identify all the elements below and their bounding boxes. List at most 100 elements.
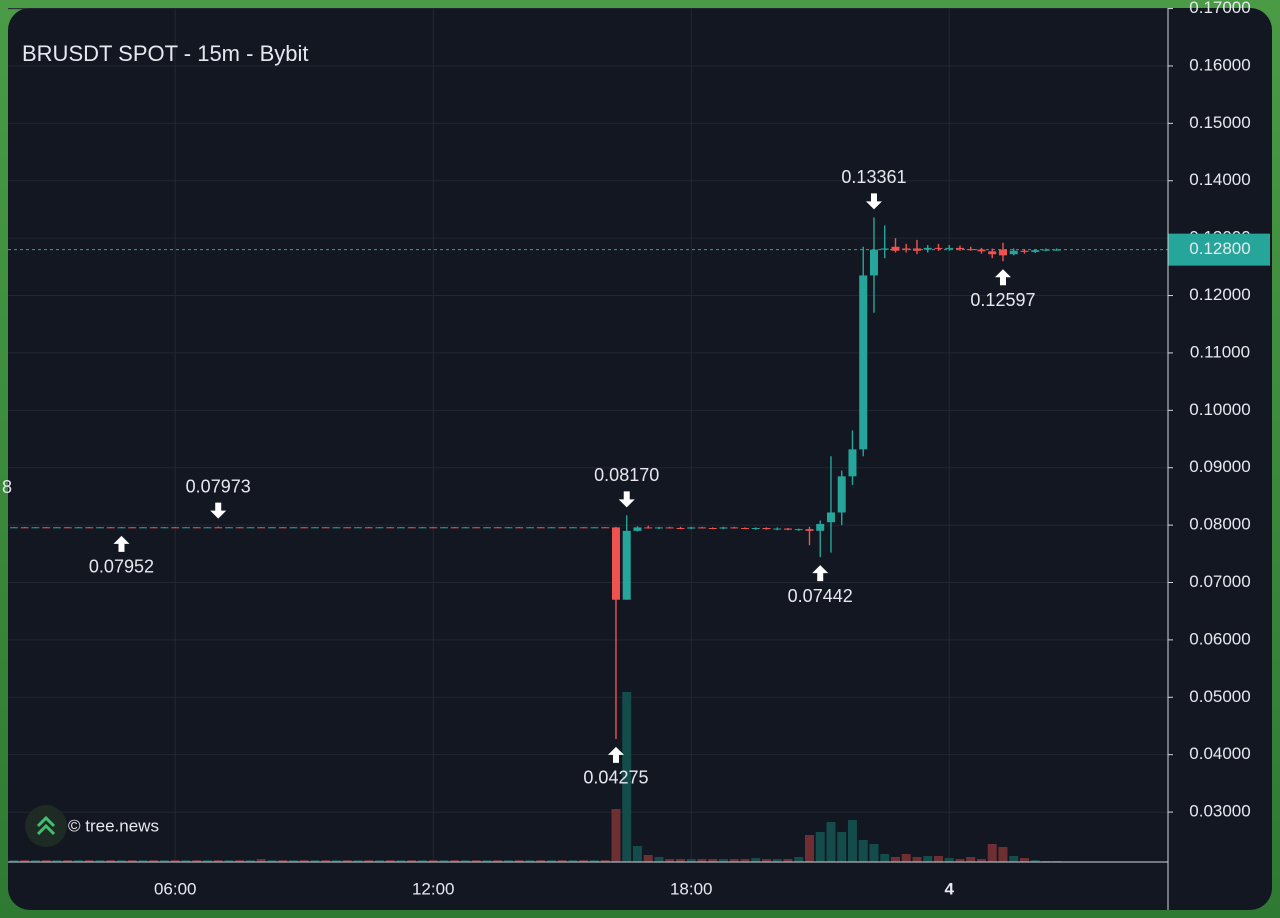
marker-label: 0.07442 xyxy=(788,586,853,606)
volume-bar xyxy=(815,832,825,862)
volume-bar xyxy=(890,857,900,862)
candle-body xyxy=(42,527,51,529)
volume-bar xyxy=(923,856,933,862)
candle-body xyxy=(998,249,1007,256)
volume-bar xyxy=(525,860,535,862)
volume-bar xyxy=(20,860,30,862)
candle-body xyxy=(730,527,739,529)
candle-body xyxy=(214,527,223,529)
volume-bar xyxy=(826,822,836,862)
y-tick-label: 0.15000 xyxy=(1189,113,1250,132)
marker-arrow xyxy=(210,502,227,519)
volume-bar xyxy=(202,860,212,862)
marker-arrow xyxy=(865,193,882,210)
volume-bar xyxy=(643,855,653,862)
volume-bar xyxy=(536,860,546,862)
volume-bar xyxy=(41,860,51,862)
volume-bar xyxy=(514,860,524,862)
volume-bar xyxy=(1009,856,1019,862)
volume-bar xyxy=(278,860,288,862)
volume-bar xyxy=(460,860,470,862)
volume-bar xyxy=(331,860,341,862)
candle-body xyxy=(687,527,696,529)
volume-bar xyxy=(235,860,245,862)
marker-label: 0.08170 xyxy=(594,465,659,485)
candle-body xyxy=(816,523,825,531)
candle-body xyxy=(52,527,61,529)
y-tick-label: 0.06000 xyxy=(1189,629,1250,648)
volume-bar xyxy=(213,860,223,862)
volume-bar xyxy=(847,820,857,862)
volume-bar xyxy=(804,835,814,862)
candle-body xyxy=(805,529,814,531)
candle-body xyxy=(891,246,900,251)
candle-body xyxy=(128,527,137,529)
volume-bar xyxy=(837,832,847,862)
volume-bar xyxy=(912,857,922,862)
candle-body xyxy=(955,247,964,250)
candle-body xyxy=(138,527,147,529)
volume-bar xyxy=(654,857,664,862)
candle-body xyxy=(934,247,943,249)
volume-bar xyxy=(998,847,1008,862)
candle-body xyxy=(192,527,201,529)
volume-bar xyxy=(73,860,83,862)
volume-bar xyxy=(374,860,384,862)
chart-title: BRUSDT SPOT - 15m - Bybit xyxy=(22,41,308,66)
marker-arrow xyxy=(994,269,1011,286)
y-tick-label: 0.17000 xyxy=(1189,0,1250,17)
volume-bar xyxy=(740,859,750,862)
candle-body xyxy=(289,527,298,529)
candle-body xyxy=(579,527,588,529)
candle-body xyxy=(74,527,83,529)
volume-bar xyxy=(299,860,309,862)
candle-body xyxy=(536,527,545,529)
candle-body xyxy=(945,247,954,249)
volume-bar xyxy=(342,860,352,862)
last-price-label: 0.12800 xyxy=(1189,239,1250,258)
volume-bar xyxy=(933,856,943,862)
candle-body xyxy=(966,249,975,251)
volume-bar xyxy=(1030,860,1040,862)
y-tick-label: 0.16000 xyxy=(1189,55,1250,74)
candle-body xyxy=(504,527,513,529)
candle-body xyxy=(461,527,470,529)
volume-bar xyxy=(192,860,202,862)
marker-label: 0.07952 xyxy=(89,557,154,577)
candle-body xyxy=(407,527,416,529)
volume-bar xyxy=(761,859,771,862)
candle-body xyxy=(364,527,373,529)
candle-body xyxy=(611,527,620,600)
volume-bar xyxy=(95,860,105,862)
marker-label: 0.13361 xyxy=(841,167,906,187)
candle-body xyxy=(493,527,502,529)
volume-bar xyxy=(600,860,610,862)
volume-bar xyxy=(63,860,73,862)
volume-bar xyxy=(310,860,320,862)
volume-bar xyxy=(106,860,116,862)
volume-bar xyxy=(718,859,728,862)
y-tick-label: 0.11000 xyxy=(1190,342,1250,361)
candle-body xyxy=(515,527,524,529)
candle-body xyxy=(439,527,448,529)
y-tick-label: 0.04000 xyxy=(1189,744,1250,763)
volume-bar xyxy=(944,858,954,862)
volume-bar xyxy=(493,860,503,862)
volume-bar xyxy=(245,860,255,862)
candle-body xyxy=(1052,249,1061,251)
marker-arrow xyxy=(607,746,624,763)
volume-bar xyxy=(869,844,879,862)
volume-bar xyxy=(686,859,696,862)
volume-bar xyxy=(159,860,169,862)
volume-bar xyxy=(955,859,965,862)
y-tick-label: 0.03000 xyxy=(1189,802,1250,821)
volume-bar xyxy=(546,860,556,862)
volume-bar xyxy=(880,854,890,862)
candle-body xyxy=(601,527,610,529)
volume-bar xyxy=(557,860,567,862)
candle-body xyxy=(923,247,932,250)
volume-bar xyxy=(697,859,707,862)
volume-bar xyxy=(482,860,492,862)
